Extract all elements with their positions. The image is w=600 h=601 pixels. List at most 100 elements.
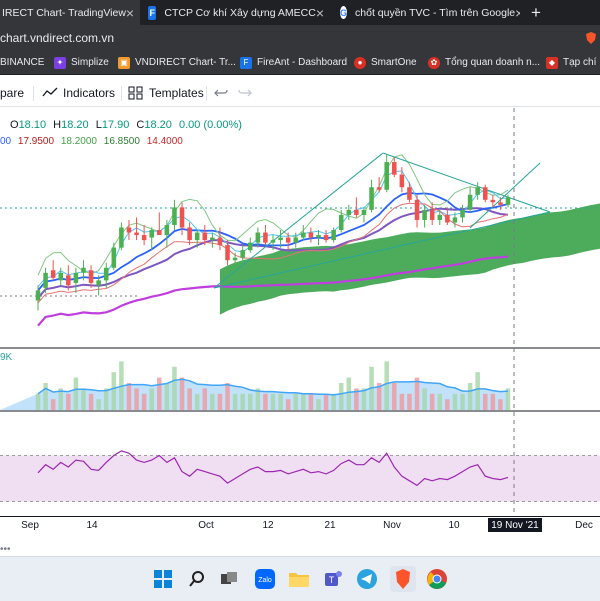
volume-bar: [225, 383, 230, 410]
teams-icon[interactable]: T: [320, 566, 346, 592]
candle-body: [58, 272, 64, 281]
search-icon[interactable]: [184, 566, 210, 592]
volume-bar: [407, 393, 412, 410]
zalo-icon[interactable]: Zalo: [252, 566, 278, 592]
candle-body: [293, 237, 299, 243]
ichimoku-value: 18.2000: [60, 136, 97, 147]
indicators-button[interactable]: Indicators: [42, 80, 115, 106]
candle-body: [452, 217, 458, 223]
task-view-icon[interactable]: [216, 566, 242, 592]
bookmark-smartone[interactable]: ● SmartOne: [354, 51, 417, 74]
volume-bar: [96, 399, 101, 410]
candle-body: [50, 270, 56, 278]
ichimoku-value: 17.9500: [17, 136, 55, 147]
candle-body: [422, 209, 427, 220]
volume-bar: [58, 388, 64, 410]
volume-bar: [498, 399, 503, 410]
chrome-glyph-icon: [427, 569, 447, 589]
bookmark-simplize[interactable]: ✦ Simplize: [54, 51, 109, 74]
bookmark-tap-chi[interactable]: ◆ Tạp chí I: [546, 51, 600, 74]
close-icon[interactable]: ×: [315, 4, 324, 21]
volume-bar: [278, 393, 283, 410]
tab-title: CTCP Cơ khí Xây dựng AMECC: [164, 6, 316, 19]
candle-body: [376, 187, 382, 190]
fireant-icon: F: [148, 5, 157, 20]
close-icon[interactable]: ×: [125, 4, 135, 21]
volume-bar: [293, 393, 299, 410]
undo-button[interactable]: [214, 80, 228, 106]
vndirect-icon: ▣: [118, 56, 130, 69]
ichimoku-value: 16.8500: [103, 136, 140, 147]
volume-bar: [50, 399, 56, 410]
bookmark-fireant[interactable]: F FireAnt - Dashboard: [240, 51, 347, 74]
volume-bar: [361, 388, 367, 410]
volume-bar: [164, 383, 170, 410]
candle-body: [407, 187, 412, 200]
date-axis[interactable]: Sep 14 Oct 12 21 Nov 10 Dec 19 Nov '21: [0, 516, 600, 535]
bookmark-vndirect[interactable]: ▣ VNDIRECT Chart- Tr...: [118, 51, 236, 74]
magnifier-icon: [189, 571, 204, 587]
volume-bar: [270, 393, 276, 410]
address-bar: chart.vndirect.com.vn: [0, 25, 600, 51]
simplize-icon: ✦: [54, 56, 66, 69]
templates-icon: [128, 86, 143, 100]
candle-body: [247, 242, 253, 251]
svg-text:T: T: [329, 575, 335, 585]
undo-icon: [214, 89, 228, 97]
tab-google[interactable]: G chốt quyền TVC - Tìm trên Google ×: [332, 0, 520, 25]
candle-body: [467, 194, 473, 210]
candle-body: [331, 230, 336, 241]
candle-body: [285, 237, 291, 243]
windows-start-icon[interactable]: [150, 566, 176, 592]
trend-line: [382, 152, 551, 213]
rsi-band: [0, 455, 600, 502]
volume-bar: [323, 393, 329, 410]
candle-body: [149, 230, 154, 238]
price-chart[interactable]: [0, 108, 600, 516]
redo-button[interactable]: [238, 80, 252, 106]
volume-bar: [172, 366, 177, 410]
volume-bar: [202, 388, 208, 410]
brave-browser-icon[interactable]: [390, 566, 416, 592]
brave-shield-icon[interactable]: [584, 31, 598, 45]
templates-button[interactable]: Templates: [128, 80, 204, 106]
volume-ma-line: [37, 378, 509, 396]
folder-icon: [289, 573, 309, 587]
chart-toolbar: pare Indicators Templates: [0, 80, 600, 107]
low-value: 17.90: [101, 119, 130, 131]
volume-bar: [429, 393, 435, 410]
candle-body: [460, 209, 465, 218]
volume-bar: [301, 393, 306, 410]
candle-body: [429, 209, 435, 220]
candle-body: [43, 272, 48, 288]
url-text[interactable]: chart.vndirect.com.vn: [0, 31, 115, 45]
change-value: 0.00 (0.00%): [178, 119, 242, 131]
candle-body: [73, 272, 79, 283]
date-label: 12: [262, 520, 274, 531]
telegram-icon[interactable]: [354, 566, 380, 592]
bookmark-tong-quan[interactable]: ✿ Tổng quan doanh n...: [428, 51, 540, 74]
compare-button[interactable]: pare: [0, 80, 24, 106]
date-label: 21: [324, 520, 336, 531]
close-icon[interactable]: ×: [515, 4, 520, 21]
volume-bar: [316, 399, 321, 410]
volume-bar: [308, 393, 314, 410]
bookmark-binance[interactable]: BINANCE: [0, 51, 44, 74]
tab-tradingview[interactable]: IRECT Chart- TradingView ×: [0, 0, 140, 25]
volume-bar: [73, 377, 79, 410]
candle-body: [217, 237, 223, 246]
toolbar-divider: [206, 86, 207, 101]
new-tab-button[interactable]: +: [531, 2, 541, 22]
open-key: O: [10, 119, 19, 131]
candle-body: [414, 199, 420, 220]
volume-bar: [187, 388, 192, 410]
volume-bar: [505, 388, 511, 410]
file-explorer-icon[interactable]: [286, 566, 312, 592]
magazine-icon: ◆: [546, 56, 558, 69]
svg-text:Zalo: Zalo: [258, 577, 272, 584]
more-dots[interactable]: •••: [0, 544, 11, 555]
tab-amecc[interactable]: F CTCP Cơ khí Xây dựng AMECC ×: [142, 0, 332, 25]
bookmarks-bar: BINANCE ✦ Simplize ▣ VNDIRECT Chart- Tr.…: [0, 51, 600, 75]
chrome-icon[interactable]: [424, 566, 450, 592]
candle-body: [134, 232, 139, 236]
